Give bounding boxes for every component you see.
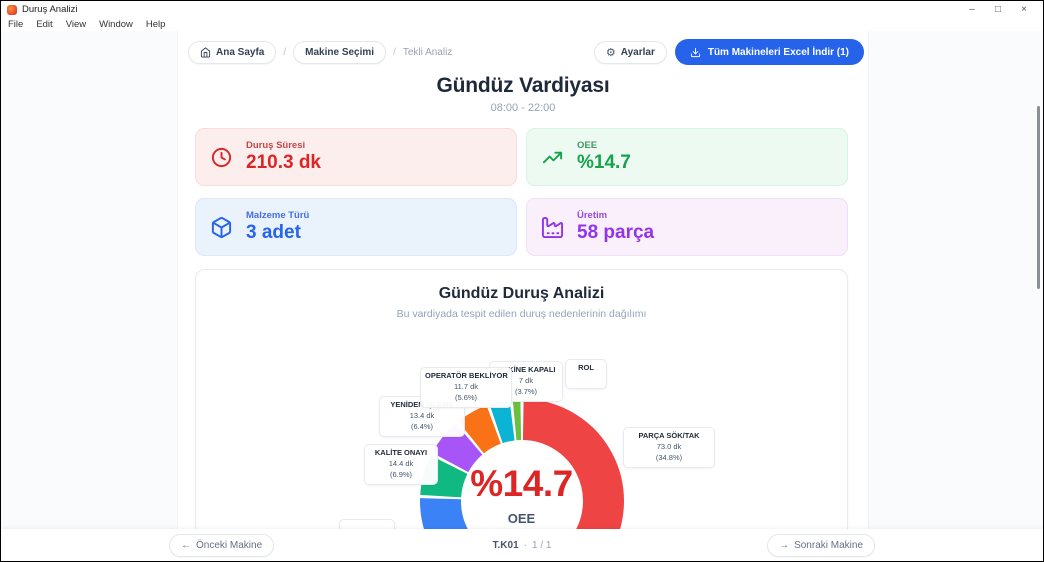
donut-segment[interactable] <box>457 405 502 454</box>
breadcrumb-home-label: Ana Sayfa <box>216 46 265 58</box>
donut-segment[interactable] <box>419 455 468 499</box>
stat-card-material: Malzeme Türü 3 adet <box>195 198 517 256</box>
clock-icon <box>210 146 233 169</box>
downtime-analysis-card: Gündüz Duruş Analizi Bu vardiyada tespit… <box>195 269 848 561</box>
chart-label-operator-bekliyor: OPERATÖR BEKLİYOR 11.7 dk (5.6%) <box>420 367 512 408</box>
oee-label: OEE <box>507 511 536 526</box>
breadcrumb-home-button[interactable]: Ana Sayfa <box>188 40 277 64</box>
breadcrumb-separator: / <box>393 46 396 58</box>
maximize-button[interactable]: □ <box>994 3 1002 15</box>
menu-edit[interactable]: Edit <box>36 19 53 30</box>
settings-button[interactable]: ⚙ Ayarlar <box>593 40 667 64</box>
arrow-right-icon: → <box>779 539 790 551</box>
close-button[interactable]: × <box>1021 3 1027 15</box>
menu-window[interactable]: Window <box>99 19 133 30</box>
next-machine-label: Sonraki Makine <box>794 539 863 551</box>
stat-value: 58 parça <box>577 222 655 243</box>
chart-title: Gündüz Duruş Analizi <box>438 285 605 302</box>
app-icon <box>7 4 17 15</box>
content-column: Ana Sayfa / Makine Seçimi / Tekli Analiz… <box>177 31 869 561</box>
stat-cards: Duruş Süresi 210.3 dk OEE %14.7 <box>195 128 848 256</box>
arrow-left-icon: ← <box>181 539 191 551</box>
window-title: Duruş Analizi <box>22 4 78 15</box>
chart-label-rol: ROL <box>565 359 607 389</box>
dot-separator: · <box>523 539 527 551</box>
title-bar: Duruş Analizi – □ × <box>1 1 1043 18</box>
stat-value: 210.3 dk <box>246 152 321 173</box>
breadcrumb-current: Tekli Analiz <box>402 46 453 58</box>
donut-segment[interactable] <box>431 423 483 473</box>
breadcrumb-machine-button[interactable]: Makine Seçimi <box>293 40 387 64</box>
machine-pager-bar: ← Önceki Makine T.K01 · 1 / 1 → Sonraki … <box>1 529 1043 561</box>
package-icon <box>210 216 233 239</box>
factory-icon <box>541 216 564 239</box>
machine-pager-status: T.K01 · 1 / 1 <box>493 540 552 551</box>
menu-bar: File Edit View Window Help <box>1 18 1043 31</box>
chart-label-kalite-onayi: KALİTE ONAYI 14.4 dk (6.9%) <box>364 444 438 485</box>
stat-label: Duruş Süresi <box>246 140 306 151</box>
download-icon <box>690 47 700 57</box>
gear-icon: ⚙ <box>605 46 616 59</box>
vertical-scrollbar[interactable] <box>1037 106 1040 289</box>
top-nav: Ana Sayfa / Makine Seçimi / Tekli Analiz… <box>178 31 868 65</box>
breadcrumb-machine-label: Makine Seçimi <box>305 46 375 58</box>
stat-value: %14.7 <box>577 152 631 173</box>
next-machine-button[interactable]: → Sonraki Makine <box>767 533 875 557</box>
oee-value: %14.7 <box>470 463 573 504</box>
donut-segment[interactable] <box>521 399 624 559</box>
donut-segment[interactable] <box>489 399 515 444</box>
stat-label: Üretim <box>577 210 608 221</box>
page-title: Gündüz Vardiyası <box>436 74 610 97</box>
breadcrumb: Ana Sayfa / Makine Seçimi / Tekli Analiz <box>188 40 453 64</box>
stat-value: 3 adet <box>246 222 301 243</box>
breadcrumb-separator: / <box>283 46 287 58</box>
minimize-button[interactable]: – <box>969 3 975 15</box>
main-area: Ana Sayfa / Makine Seçimi / Tekli Analiz… <box>1 31 1043 561</box>
excel-download-button[interactable]: Tüm Makineleri Excel İndir (1) <box>674 39 864 65</box>
previous-machine-button[interactable]: ← Önceki Makine <box>169 533 275 557</box>
machine-code: T.K01 <box>492 539 519 551</box>
chart-subtitle: Bu vardiyada tespit edilen duruş nedenle… <box>396 308 647 320</box>
stat-card-oee: OEE %14.7 <box>526 128 848 186</box>
excel-download-label: Tüm Makineleri Excel İndir (1) <box>707 46 849 58</box>
settings-label: Ayarlar <box>620 46 655 58</box>
home-icon <box>200 46 211 58</box>
menu-file[interactable]: File <box>8 19 24 30</box>
stat-card-production: Üretim 58 parça <box>526 198 848 256</box>
previous-machine-label: Önceki Makine <box>196 539 263 551</box>
chart-label-parca-sok-tak: PARÇA SÖK/TAK 73.0 dk (34.8%) <box>623 427 715 468</box>
trending-up-icon <box>541 146 564 169</box>
stat-card-downtime: Duruş Süresi 210.3 dk <box>195 128 517 186</box>
shift-hours: 08:00 - 22:00 <box>490 102 556 114</box>
menu-view[interactable]: View <box>65 19 87 30</box>
stat-label: Malzeme Türü <box>246 210 310 221</box>
menu-help[interactable]: Help <box>145 19 166 30</box>
stat-label: OEE <box>577 140 598 151</box>
page-indicator: 1 / 1 <box>532 539 552 551</box>
